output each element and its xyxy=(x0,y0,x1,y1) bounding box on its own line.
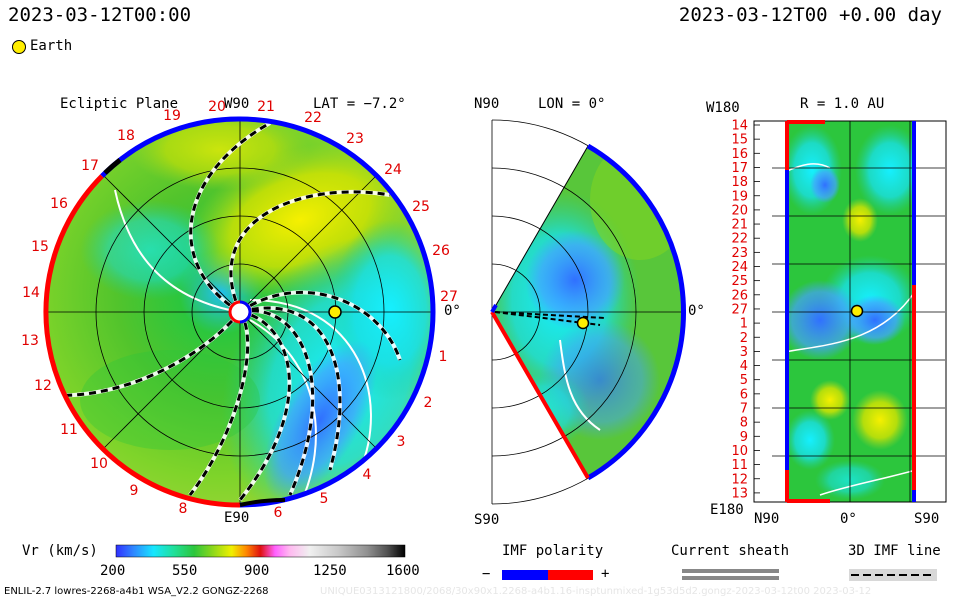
ecliptic-rotation-label: 4 xyxy=(363,467,372,483)
map-row-label: 24 xyxy=(731,260,748,275)
ecliptic-plane xyxy=(43,116,436,508)
colorbar-tick-550: 550 xyxy=(172,563,198,579)
footer-left: ENLIL-2.7 lowres-2268-a4b1 WSA_V2.2 GONG… xyxy=(4,586,269,597)
map-earth-icon xyxy=(850,304,864,318)
map-row-label: 1 xyxy=(740,317,748,332)
ecliptic-rotation-label: 14 xyxy=(22,285,40,301)
ecliptic-rotation-label: 16 xyxy=(50,196,68,212)
colorbar-tick-900: 900 xyxy=(244,563,270,579)
ecliptic-rotation-label: 26 xyxy=(432,243,450,259)
earth-marker-icon xyxy=(12,40,26,54)
map-row-label: 9 xyxy=(740,430,748,445)
map-row-label: 5 xyxy=(740,373,748,388)
map-row-label: 19 xyxy=(731,189,748,204)
left-timestamp: 2023-03-12T00:00 xyxy=(8,4,192,26)
map-row-label: 12 xyxy=(731,472,748,487)
meridional-bottom-axis: S90 xyxy=(474,512,500,528)
map-row-label: 15 xyxy=(731,133,748,148)
ecliptic-rotation-label: 20 xyxy=(208,99,226,115)
ecliptic-rotation-label: 18 xyxy=(117,128,135,144)
colorbar-label: Vr (km/s) xyxy=(22,543,98,559)
map-top-left-axis: W180 xyxy=(706,100,740,116)
map-row-label: 4 xyxy=(740,359,748,374)
map-row-label: 11 xyxy=(731,458,748,473)
ecliptic-rotation-label: 2 xyxy=(424,395,433,411)
sheath-line-2 xyxy=(682,576,779,580)
ecliptic-rotation-label: 23 xyxy=(346,131,364,147)
sheath-line-1 xyxy=(682,569,779,573)
map-row-label: 2 xyxy=(740,331,748,346)
ecliptic-rotation-label: 24 xyxy=(384,162,402,178)
imf-negative-swatch xyxy=(502,570,548,580)
ecliptic-rotation-label: 17 xyxy=(81,158,99,174)
velocity-colorbar xyxy=(115,544,406,558)
ecliptic-rotation-labels: 20 21222324252627123456891011121314151617… xyxy=(21,99,458,521)
map-row-label: 6 xyxy=(740,387,748,402)
meridional-right-axis: 0° xyxy=(688,303,705,319)
map-row-label: 21 xyxy=(731,218,748,233)
map-row-label: 16 xyxy=(731,147,748,162)
map-bottom-left-axis: E180 xyxy=(710,502,744,518)
meridional-plane xyxy=(490,119,686,505)
ecliptic-rotation-label: 15 xyxy=(31,239,49,255)
ecliptic-rotation-label: 25 xyxy=(412,199,430,215)
ecliptic-rotation-label: 12 xyxy=(34,378,52,394)
meridional-earth-icon xyxy=(576,316,590,330)
colorbar-tick-200: 200 xyxy=(100,563,126,579)
map-row-label: 22 xyxy=(731,232,748,247)
map-row-label: 27 xyxy=(731,302,748,317)
imf-minus-sign: − xyxy=(482,566,491,582)
lat-label: LAT = −7.2° xyxy=(313,96,406,112)
footer-right: UNIQUE0313121800/2068/30x90x1.2268-a4b1.… xyxy=(320,586,872,597)
map-row-label: 7 xyxy=(740,402,748,417)
lat-lon-map xyxy=(753,120,947,503)
lon-label: LON = 0° xyxy=(538,96,606,112)
r-label: R = 1.0 AU xyxy=(800,96,885,112)
ecliptic-rotation-label: 27 xyxy=(440,289,458,305)
meridional-top-axis: N90 xyxy=(474,96,500,112)
map-row-label: 20 xyxy=(731,203,748,218)
ecliptic-top-axis: W90 xyxy=(224,96,250,112)
ecliptic-bottom-axis: E90 xyxy=(224,510,250,526)
map-row-label: 18 xyxy=(731,175,748,190)
ecliptic-rotation-label: 3 xyxy=(397,434,406,450)
map-row-label: 14 xyxy=(731,119,748,134)
ecliptic-rotation-label: 6 xyxy=(274,505,283,521)
ecliptic-rotation-label: 5 xyxy=(320,491,329,507)
imf-plus-sign: + xyxy=(601,566,610,582)
map-bottom-0: 0° xyxy=(840,511,857,527)
ecliptic-right-axis: 0° xyxy=(444,303,461,319)
map-bottom-s90: S90 xyxy=(914,511,940,527)
ecliptic-rotation-label: 19 xyxy=(163,108,181,124)
colorbar-tick-1250: 1250 xyxy=(313,563,347,579)
right-timestamp: 2023-03-12T00 +0.00 day xyxy=(678,4,942,26)
map-row-label: 10 xyxy=(731,444,748,459)
imf-positive-swatch xyxy=(548,570,593,580)
map-row-label: 17 xyxy=(731,161,748,176)
colorbar-tick-1600: 1600 xyxy=(386,563,420,579)
map-row-label: 25 xyxy=(731,274,748,289)
ecliptic-rotation-label: 8 xyxy=(179,501,188,517)
earth-legend-label: Earth xyxy=(30,38,73,54)
map-row-labels: 1415161718192021222324252627123456789101… xyxy=(731,119,748,502)
ecliptic-rotation-label: 22 xyxy=(304,110,322,126)
imf-line-label: 3D IMF line xyxy=(848,543,941,559)
ecliptic-earth-icon xyxy=(328,305,342,319)
current-sheath-label: Current sheath xyxy=(671,543,790,559)
ecliptic-rotation-label: 10 xyxy=(90,456,108,472)
map-bottom-n90: N90 xyxy=(754,511,780,527)
ecliptic-rotation-label: 9 xyxy=(130,483,139,499)
map-row-label: 23 xyxy=(731,246,748,261)
ecliptic-rotation-label: 21 xyxy=(257,99,275,115)
imf-polarity-label: IMF polarity xyxy=(502,543,604,559)
map-row-label: 26 xyxy=(731,288,748,303)
map-row-label: 3 xyxy=(740,345,748,360)
map-row-label: 13 xyxy=(731,486,748,501)
ecliptic-rotation-label: 1 xyxy=(439,349,448,365)
map-row-label: 8 xyxy=(740,416,748,431)
ecliptic-title: Ecliptic Plane xyxy=(60,96,179,112)
ecliptic-rotation-label: 13 xyxy=(21,333,39,349)
ecliptic-rotation-label: 11 xyxy=(60,422,78,438)
